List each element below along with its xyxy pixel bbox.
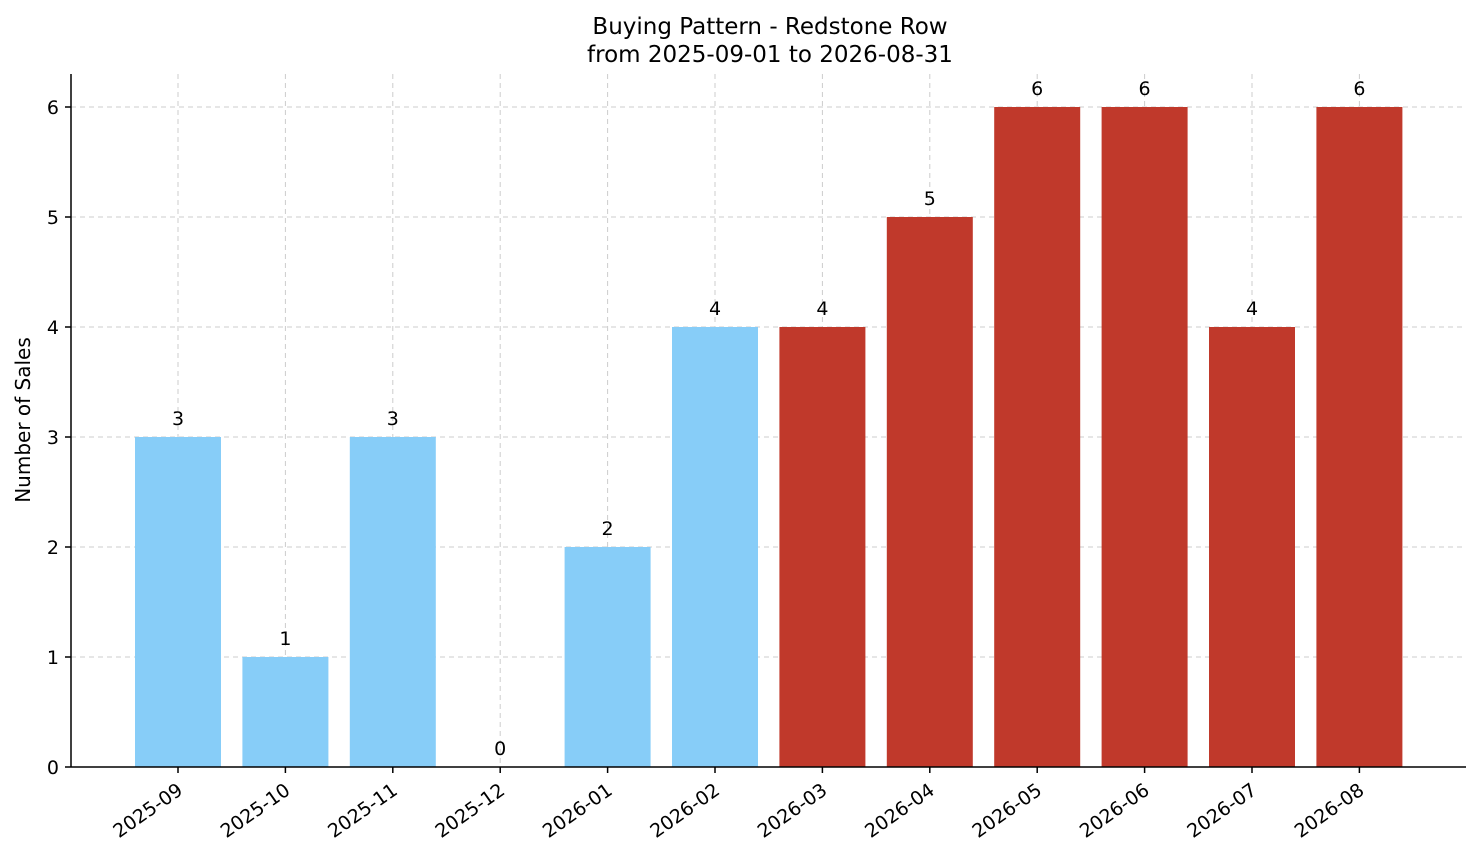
data-label-2026-07: 4 [1246,298,1258,320]
x-tick-label: 2025-10 [217,779,295,843]
data-label-2025-09: 3 [172,408,184,430]
data-label-2025-12: 0 [494,738,506,760]
y-tick-label: 5 [47,207,59,229]
x-tick-label: 2026-04 [861,779,939,843]
data-labels-group: 3 1 3 0 2 4 4 5 6 6 4 6 [172,78,1365,760]
y-tick-label: 1 [47,647,59,669]
y-tick-label: 3 [47,427,59,449]
x-tick-label: 2026-08 [1291,779,1369,843]
bars-group [135,107,1403,767]
x-tick-label: 2025-11 [324,779,402,843]
x-tick-label: 2026-06 [1076,779,1154,843]
bar-2026-03 [779,327,866,767]
x-tick-label: 2026-07 [1183,779,1261,843]
bar-2025-10 [242,657,329,767]
chart-subtitle: from 2025-09-01 to 2026-08-31 [587,42,953,68]
y-tick-label: 2 [47,537,59,559]
data-label-2026-01: 2 [602,518,614,540]
bar-2025-11 [349,437,436,767]
data-label-2025-10: 1 [279,628,291,650]
x-tick-label: 2025-09 [109,779,187,843]
y-axis-ticks: 0 1 2 3 4 5 6 [47,97,71,779]
axes-group [70,74,1466,768]
bar-2026-06 [1101,107,1188,767]
y-tick-label: 0 [47,757,59,779]
x-axis-ticks: 2025-09 2025-10 2025-11 2025-12 2026-01 2026-… [109,767,1368,843]
bar-2026-02 [672,327,758,767]
x-tick-label: 2026-02 [646,779,724,843]
bar-2026-01 [564,547,651,767]
bar-2026-08 [1316,107,1403,767]
data-label-2026-05: 6 [1031,78,1043,100]
chart-title: Buying Pattern - Redstone Row [592,14,947,40]
bar-2026-05 [994,107,1081,767]
x-tick-label: 2026-03 [754,779,832,843]
data-label-2026-04: 5 [924,188,936,210]
x-tick-label: 2026-05 [968,779,1046,843]
bar-2025-09 [135,437,221,767]
y-axis-label: Number of Sales [11,337,35,503]
data-label-2026-03: 4 [816,298,828,320]
bar-2026-04 [886,217,973,767]
bar-2026-07 [1209,327,1295,767]
data-label-2026-02: 4 [709,298,721,320]
data-label-2026-06: 6 [1139,78,1151,100]
data-label-2026-08: 6 [1353,78,1365,100]
y-tick-label: 4 [47,317,59,339]
x-tick-label: 2026-01 [539,779,617,843]
data-label-2025-11: 3 [387,408,399,430]
x-tick-label: 2025-12 [431,779,509,843]
y-tick-label: 6 [47,97,59,119]
